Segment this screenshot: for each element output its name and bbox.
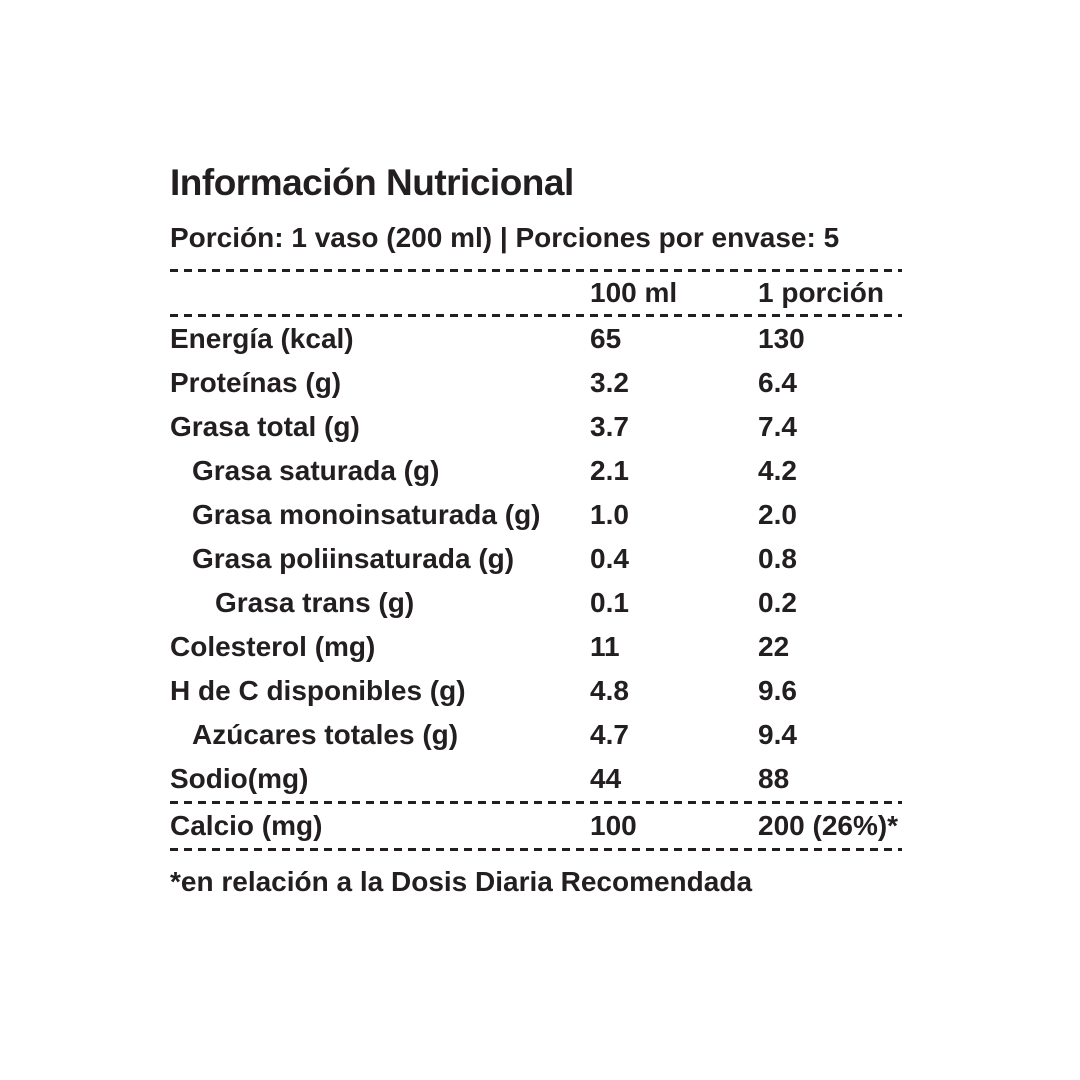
row-value-100ml: 11 xyxy=(590,631,620,662)
row-label: H de C disponibles (g) xyxy=(170,675,466,706)
row-value-100ml: 65 xyxy=(590,323,622,354)
table-row-grasa-poliinsaturada: Grasa poliinsaturada (g) 0.4 0.8 xyxy=(170,537,902,581)
serving-info: Porción: 1 vaso (200 ml) | Porciones por… xyxy=(170,222,840,253)
divider-bottom xyxy=(170,848,902,851)
row-value-100ml: 44 xyxy=(590,763,622,794)
row-value-portion: 4.2 xyxy=(758,455,797,486)
row-label: Sodio(mg) xyxy=(170,763,309,794)
row-value-portion: 130 xyxy=(758,323,805,354)
row-value-portion: 200 (26%)* xyxy=(758,810,899,841)
panel-title: Información Nutricional xyxy=(170,162,574,203)
divider-top xyxy=(170,269,902,272)
table-row-azucares: Azúcares totales (g) 4.7 9.4 xyxy=(170,713,902,757)
row-value-100ml: 3.2 xyxy=(590,367,629,398)
row-value-100ml: 0.4 xyxy=(590,543,629,574)
row-value-100ml: 4.7 xyxy=(590,719,629,750)
row-label: Proteínas (g) xyxy=(170,367,342,398)
row-label: Energía (kcal) xyxy=(170,323,354,354)
row-value-portion: 6.4 xyxy=(758,367,797,398)
row-value-portion: 2.0 xyxy=(758,499,797,530)
column-header-100ml: 100 ml xyxy=(590,277,678,308)
row-label: Grasa total (g) xyxy=(170,411,360,442)
table-row-grasa-total: Grasa total (g) 3.7 7.4 xyxy=(170,405,902,449)
row-label: Grasa trans (g) xyxy=(215,587,415,618)
divider-sodio xyxy=(170,801,902,804)
row-value-portion: 9.4 xyxy=(758,719,797,750)
row-label: Grasa monoinsaturada (g) xyxy=(192,499,541,530)
divider-header xyxy=(170,314,902,317)
column-header-portion: 1 porción xyxy=(758,277,885,308)
nutrition-facts-panel: Información Nutricional Porción: 1 vaso … xyxy=(170,163,902,899)
column-header-row: 100 ml 1 porción xyxy=(170,272,902,314)
row-value-portion: 7.4 xyxy=(758,411,797,442)
row-value-100ml: 2.1 xyxy=(590,455,629,486)
table-row-hidratos: H de C disponibles (g) 4.8 9.6 xyxy=(170,669,902,713)
table-row-proteinas: Proteínas (g) 3.2 6.4 xyxy=(170,361,902,405)
row-value-portion: 88 xyxy=(758,763,790,794)
table-row-calcio: Calcio (mg) 100 200 (26%)* xyxy=(170,804,902,848)
row-value-portion: 22 xyxy=(758,631,790,662)
row-label: Grasa poliinsaturada (g) xyxy=(192,543,515,574)
row-value-100ml: 100 xyxy=(590,810,637,841)
row-label: Grasa saturada (g) xyxy=(192,455,440,486)
row-label: Colesterol (mg) xyxy=(170,631,376,662)
row-label: Calcio (mg) xyxy=(170,810,323,841)
table-row-grasa-saturada: Grasa saturada (g) 2.1 4.2 xyxy=(170,449,902,493)
row-value-portion: 0.8 xyxy=(758,543,797,574)
row-value-100ml: 0.1 xyxy=(590,587,629,618)
table-row-grasa-monoinsaturada: Grasa monoinsaturada (g) 1.0 2.0 xyxy=(170,493,902,537)
table-row-energia: Energía (kcal) 65 130 xyxy=(170,317,902,361)
row-value-100ml: 3.7 xyxy=(590,411,629,442)
row-value-100ml: 1.0 xyxy=(590,499,629,530)
row-value-portion: 9.6 xyxy=(758,675,797,706)
row-value-portion: 0.2 xyxy=(758,587,797,618)
table-row-sodio: Sodio(mg) 44 88 xyxy=(170,757,902,801)
footnote: *en relación a la Dosis Diaria Recomenda… xyxy=(170,866,753,897)
table-row-grasa-trans: Grasa trans (g) 0.1 0.2 xyxy=(170,581,902,625)
row-value-100ml: 4.8 xyxy=(590,675,629,706)
row-label: Azúcares totales (g) xyxy=(192,719,459,750)
table-row-colesterol: Colesterol (mg) 11 22 xyxy=(170,625,902,669)
